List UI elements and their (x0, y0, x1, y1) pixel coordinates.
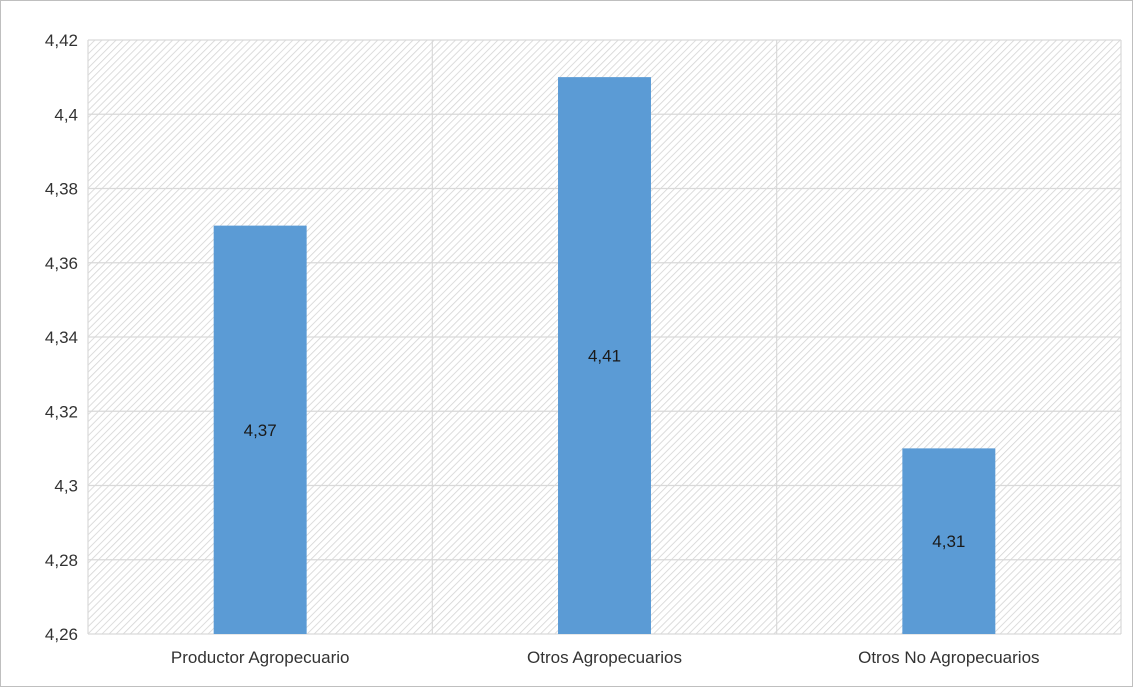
bar (902, 448, 996, 634)
data-label: 4,31 (932, 532, 965, 551)
y-tick-label: 4,32 (45, 402, 78, 421)
y-tick-label: 4,36 (45, 254, 78, 273)
x-category-label: Otros No Agropecuarios (858, 648, 1039, 667)
x-category-label: Productor Agropecuario (171, 648, 350, 667)
bar (558, 77, 651, 634)
x-axis-categories: Productor Agropecuario Otros Agropecuario… (171, 648, 1040, 667)
bars (213, 77, 996, 634)
y-tick-label: 4,4 (54, 105, 78, 124)
bar (213, 225, 307, 634)
y-tick-label: 4,34 (45, 328, 78, 347)
y-tick-label: 4,42 (45, 31, 78, 50)
y-tick-label: 4,38 (45, 180, 78, 199)
y-tick-label: 4,28 (45, 551, 78, 570)
x-category-label: Otros Agropecuarios (527, 648, 682, 667)
data-label: 4,37 (244, 421, 277, 440)
y-tick-label: 4,26 (45, 625, 78, 644)
y-axis-ticks: 4,26 4,28 4,3 4,32 4,34 4,36 4,38 4,4 4,42 (45, 31, 78, 644)
y-tick-label: 4,3 (54, 477, 78, 496)
data-label: 4,41 (588, 347, 621, 366)
data-labels: 4,37 4,41 4,31 (244, 347, 966, 552)
